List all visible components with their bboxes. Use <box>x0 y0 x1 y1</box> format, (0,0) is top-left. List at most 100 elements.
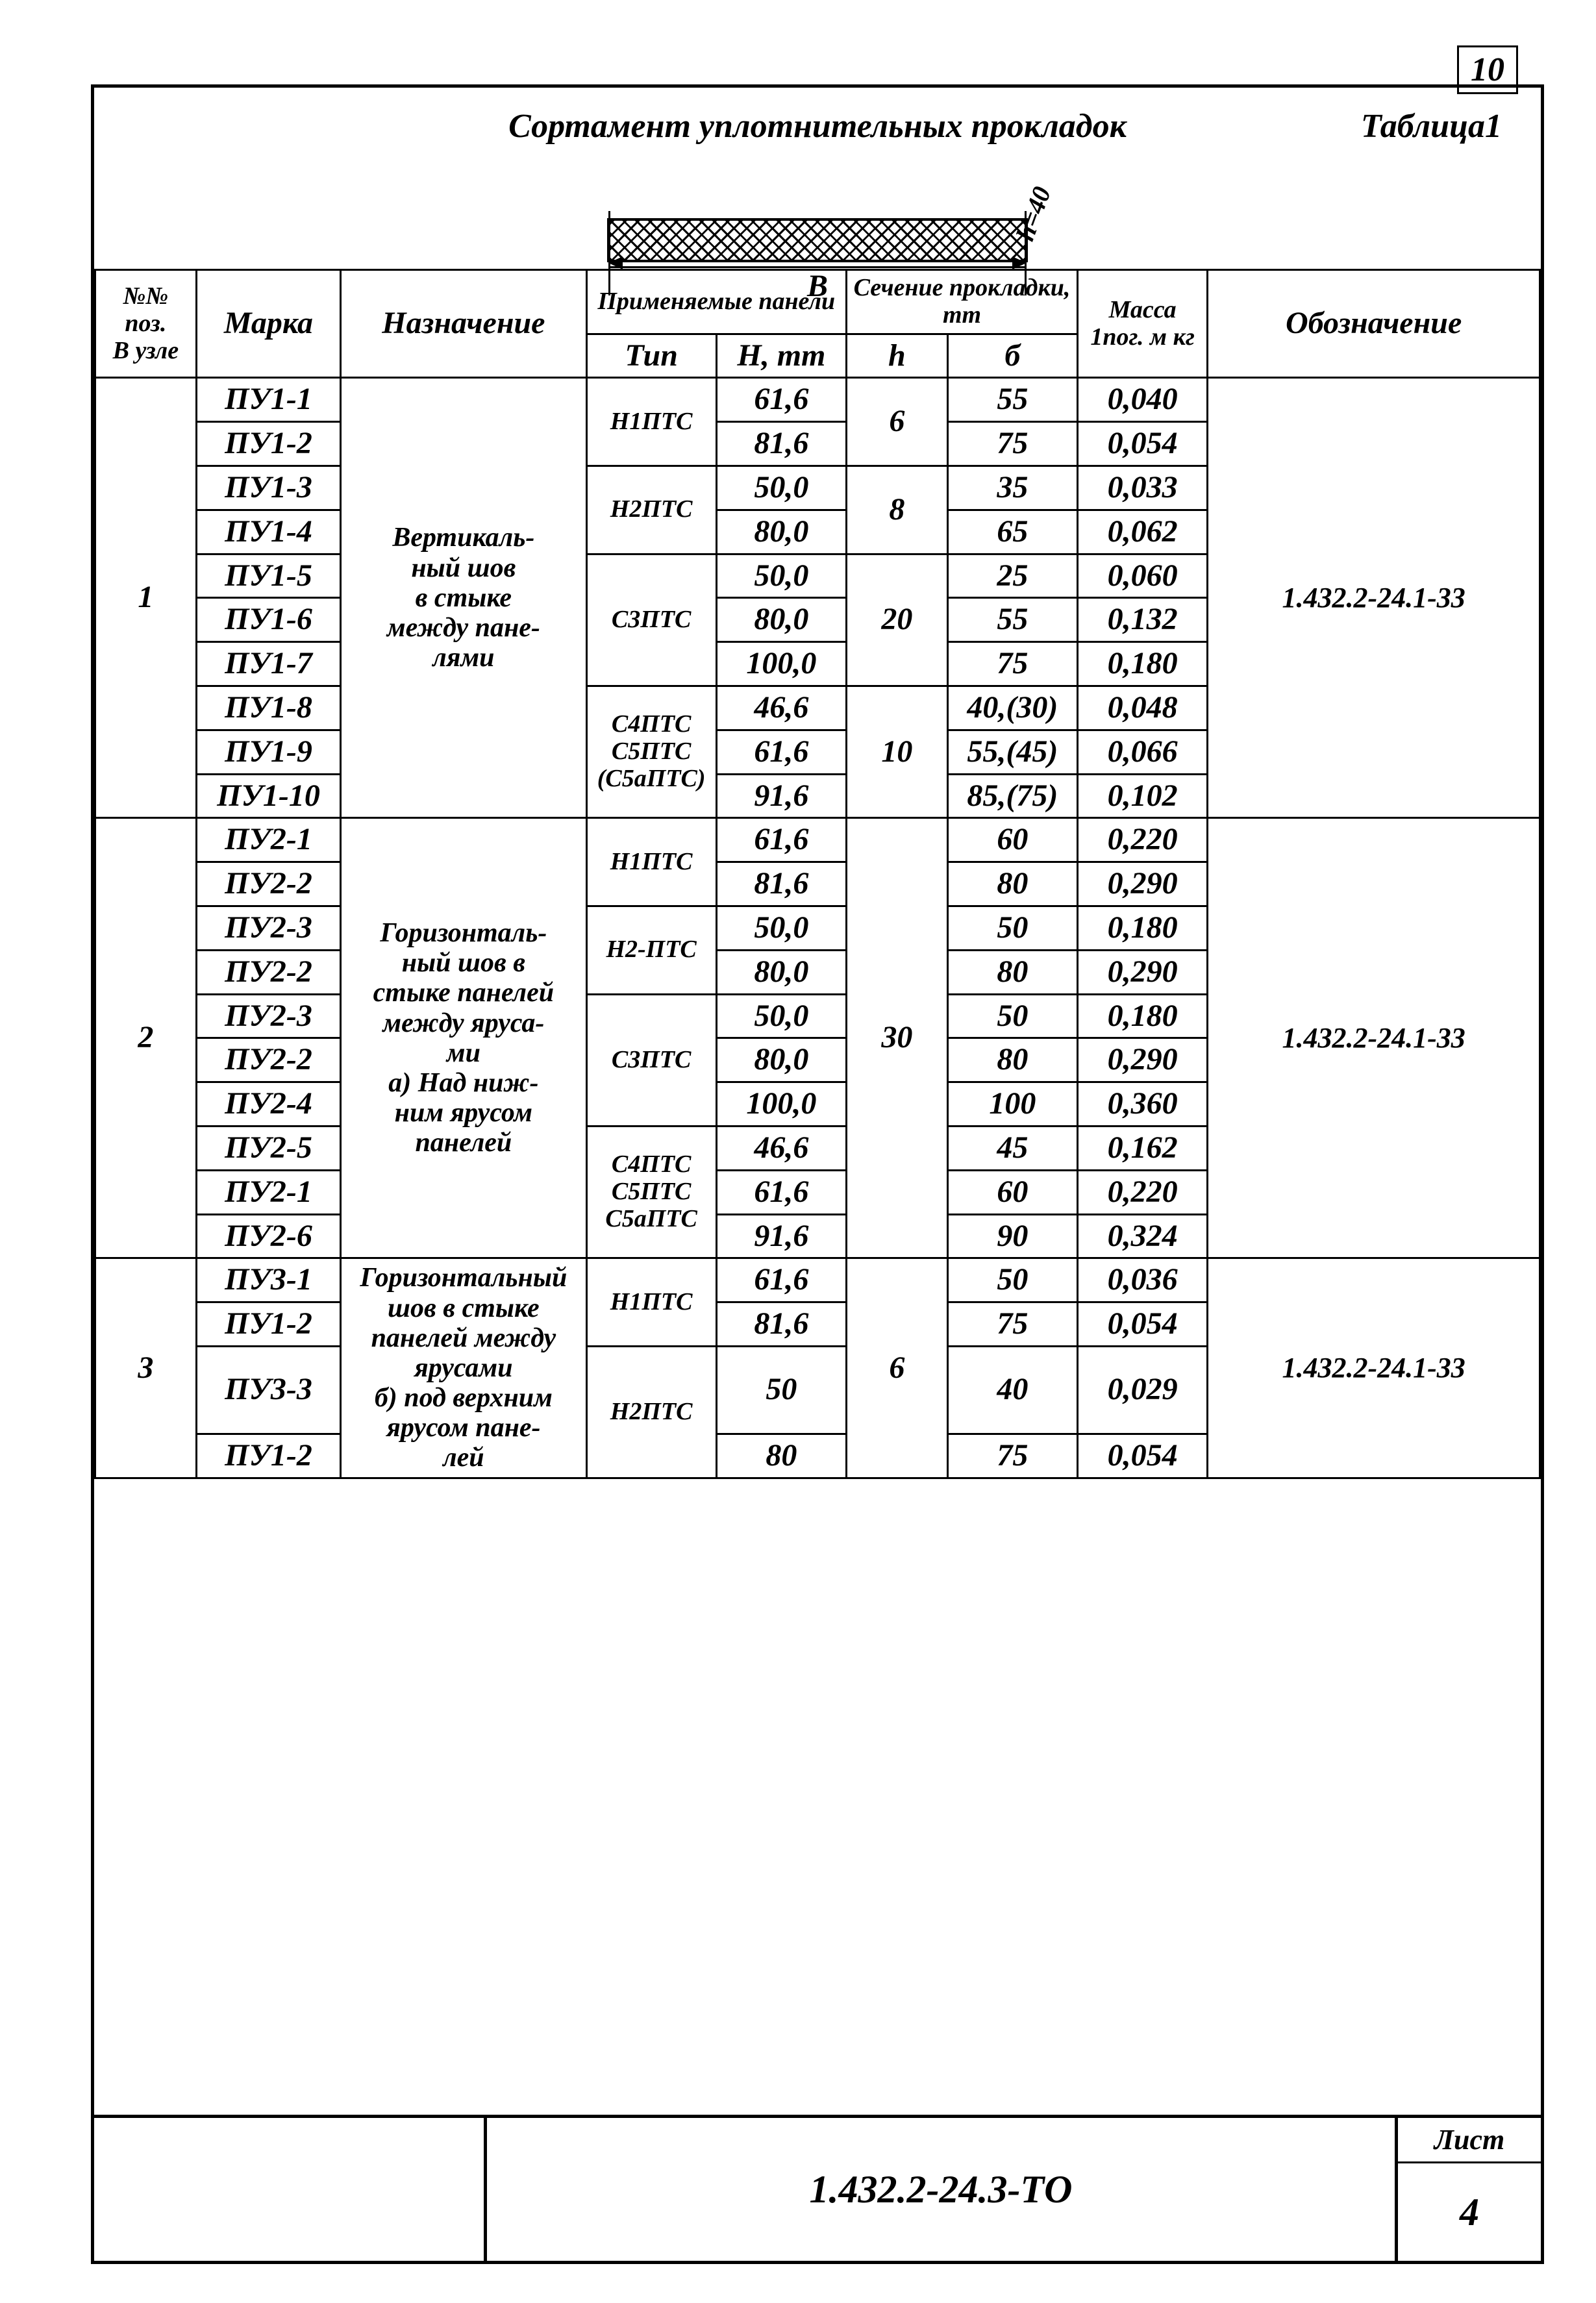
mass-cell: 0,290 <box>1078 1038 1208 1082</box>
drawing-frame: Сортамент уплотнительных прокладок Табли… <box>91 84 1544 2264</box>
mass-cell: 0,180 <box>1078 642 1208 686</box>
pos-cell: 2 <box>95 818 197 1258</box>
mass-cell: 0,102 <box>1078 774 1208 818</box>
mark-cell: ПУ1-6 <box>196 598 341 642</box>
pos-cell: 3 <box>95 1258 197 1478</box>
desig-cell: 1.432.2-24.1-33 <box>1208 818 1540 1258</box>
mass-cell: 0,066 <box>1078 730 1208 774</box>
mark-cell: ПУ2-2 <box>196 950 341 994</box>
mass-cell: 0,054 <box>1078 1434 1208 1478</box>
H-cell: 80,0 <box>716 950 846 994</box>
col-h: h <box>847 334 948 378</box>
b-cell: 80 <box>947 1038 1077 1082</box>
H-cell: 46,6 <box>716 1126 846 1170</box>
mass-cell: 0,180 <box>1078 906 1208 950</box>
b-cell: 75 <box>947 642 1077 686</box>
h-cell: 30 <box>847 818 948 1258</box>
desig-cell: 1.432.2-24.1-33 <box>1208 1258 1540 1478</box>
desig-cell: 1.432.2-24.1-33 <box>1208 378 1540 818</box>
mark-cell: ПУ1-9 <box>196 730 341 774</box>
sheet-number: 4 <box>1398 2163 1541 2261</box>
mass-cell: 0,062 <box>1078 510 1208 554</box>
type-cell: С4ПТСС5ПТСС5аПТС <box>586 1126 716 1258</box>
mass-cell: 0,036 <box>1078 1258 1208 1302</box>
b-cell: 55,(45) <box>947 730 1077 774</box>
mark-cell: ПУ3-1 <box>196 1258 341 1302</box>
type-cell: С4ПТСС5ПТС(С5аПТС) <box>586 686 716 817</box>
H-cell: 80,0 <box>716 1038 846 1082</box>
col-pos: №№поз.В узле <box>95 270 197 378</box>
b-cell: 50 <box>947 994 1077 1038</box>
H-cell: 100,0 <box>716 1082 846 1127</box>
mass-cell: 0,220 <box>1078 818 1208 862</box>
H-cell: 80,0 <box>716 510 846 554</box>
h-cell: 20 <box>847 554 948 686</box>
sortament-table: №№поз.В узлеМаркаНазначениеПрименяемые п… <box>94 269 1541 1479</box>
b-cell: 25 <box>947 554 1077 598</box>
mass-cell: 0,290 <box>1078 862 1208 906</box>
mass-cell: 0,033 <box>1078 466 1208 510</box>
H-cell: 61,6 <box>716 378 846 422</box>
type-cell: Н2-ПТС <box>586 906 716 994</box>
table-row: 3ПУ3-1Горизонтальныйшов в стыкепанелей м… <box>95 1258 1540 1302</box>
b-cell: 35 <box>947 466 1077 510</box>
mark-cell: ПУ1-8 <box>196 686 341 730</box>
b-cell: 55 <box>947 378 1077 422</box>
mark-cell: ПУ1-2 <box>196 422 341 466</box>
mark-cell: ПУ2-6 <box>196 1214 341 1258</box>
type-cell: Н1ПТС <box>586 378 716 466</box>
mass-cell: 0,054 <box>1078 1302 1208 1347</box>
mass-cell: 0,060 <box>1078 554 1208 598</box>
b-cell: 90 <box>947 1214 1077 1258</box>
document-code: 1.432.2-24.3-ТО <box>487 2118 1395 2261</box>
H-cell: 50 <box>716 1346 846 1434</box>
H-cell: 100,0 <box>716 642 846 686</box>
type-cell: С3ПТС <box>586 554 716 686</box>
H-cell: 50,0 <box>716 994 846 1038</box>
table-title: Сортамент уплотнительных прокладок <box>508 107 1127 145</box>
b-cell: 50 <box>947 1258 1077 1302</box>
b-cell: 85,(75) <box>947 774 1077 818</box>
H-cell: 61,6 <box>716 818 846 862</box>
section-diagram: В h=40 <box>94 152 1541 269</box>
mass-cell: 0,054 <box>1078 422 1208 466</box>
b-cell: 75 <box>947 1434 1077 1478</box>
b-cell: 40 <box>947 1346 1077 1434</box>
mark-cell: ПУ2-1 <box>196 1170 341 1214</box>
H-cell: 61,6 <box>716 1258 846 1302</box>
b-cell: 40,(30) <box>947 686 1077 730</box>
H-cell: 46,6 <box>716 686 846 730</box>
h-cell: 10 <box>847 686 948 817</box>
b-cell: 80 <box>947 950 1077 994</box>
col-mark: Марка <box>196 270 341 378</box>
H-cell: 50,0 <box>716 906 846 950</box>
mass-cell: 0,290 <box>1078 950 1208 994</box>
H-cell: 80,0 <box>716 598 846 642</box>
H-cell: 61,6 <box>716 730 846 774</box>
mark-cell: ПУ1-5 <box>196 554 341 598</box>
col-purpose: Назначение <box>341 270 586 378</box>
mass-cell: 0,048 <box>1078 686 1208 730</box>
b-cell: 65 <box>947 510 1077 554</box>
mark-cell: ПУ2-2 <box>196 862 341 906</box>
H-cell: 81,6 <box>716 1302 846 1347</box>
mark-cell: ПУ2-3 <box>196 906 341 950</box>
mark-cell: ПУ2-1 <box>196 818 341 862</box>
col-type: Тип <box>586 334 716 378</box>
type-cell: Н1ПТС <box>586 818 716 906</box>
table-label: Таблица1 <box>1361 107 1502 145</box>
mark-cell: ПУ3-3 <box>196 1346 341 1434</box>
hatched-section: В h=40 <box>607 218 1028 262</box>
col-mass: Масса 1пог. м кг <box>1078 270 1208 378</box>
col-desig: Обозначение <box>1208 270 1540 378</box>
b-cell: 50 <box>947 906 1077 950</box>
type-cell: Н2ПТС <box>586 1346 716 1478</box>
table-row: 1ПУ1-1Вертикаль-ный шовв стыкемежду пане… <box>95 378 1540 422</box>
purpose-cell: Вертикаль-ный шовв стыкемежду пане-лями <box>341 378 586 818</box>
sheet-label: Лист <box>1398 2118 1541 2163</box>
b-cell: 80 <box>947 862 1077 906</box>
H-cell: 91,6 <box>716 774 846 818</box>
mark-cell: ПУ2-2 <box>196 1038 341 1082</box>
mass-cell: 0,360 <box>1078 1082 1208 1127</box>
mass-cell: 0,162 <box>1078 1126 1208 1170</box>
